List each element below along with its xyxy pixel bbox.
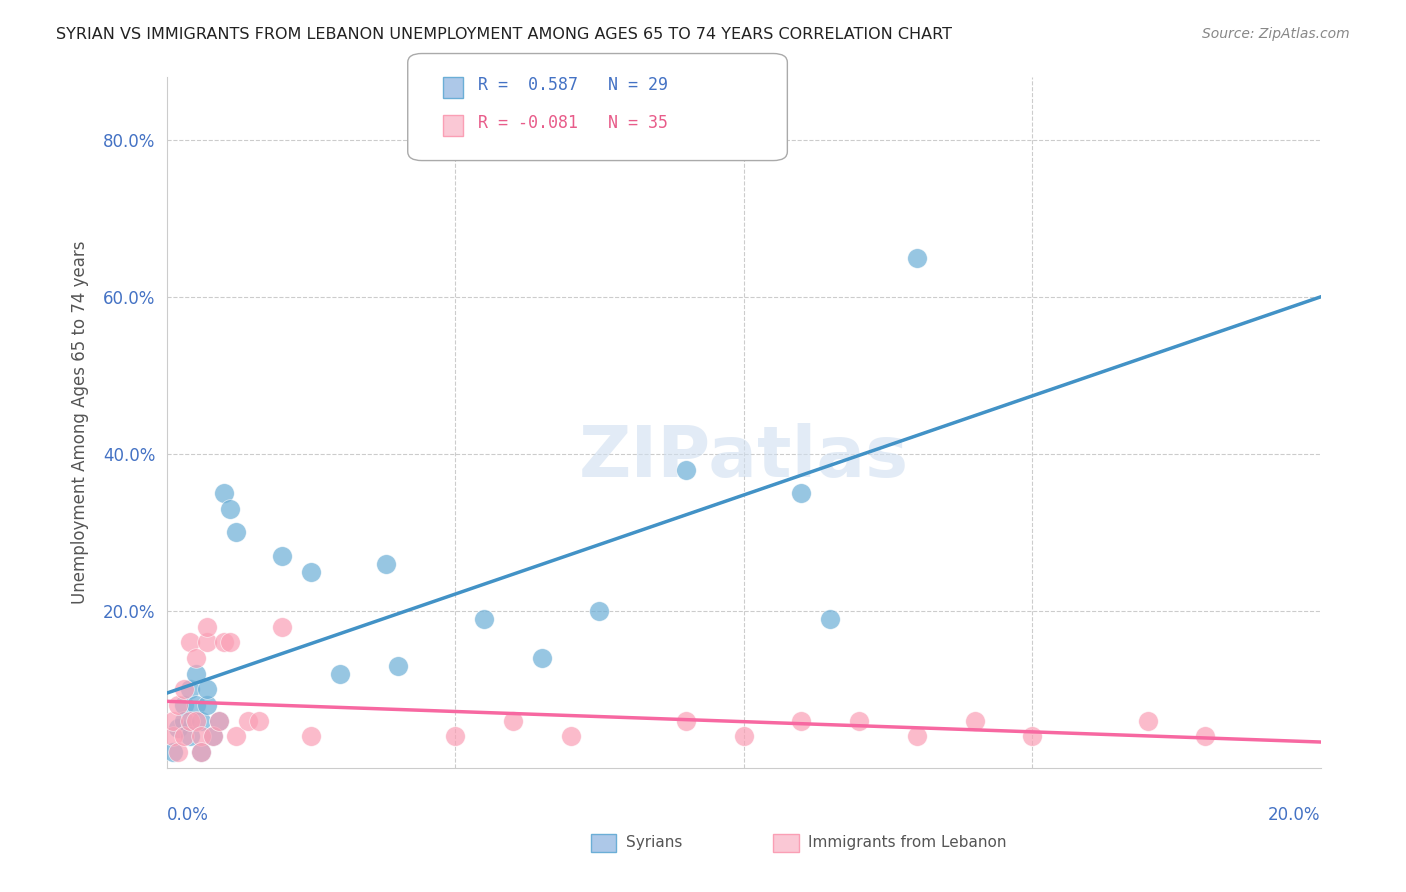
Point (790, 486, 813, 500)
Point (502, 714, 524, 728)
Point (247, 714, 270, 728)
Point (208, 714, 231, 728)
Point (225, 525, 247, 540)
Point (675, 462, 697, 476)
Point (375, 557, 398, 571)
Y-axis label: Unemployment Among Ages 65 to 74 years: Unemployment Among Ages 65 to 74 years (72, 241, 89, 604)
Text: Syrians: Syrians (626, 836, 682, 850)
Text: Source: ZipAtlas.com: Source: ZipAtlas.com (1202, 27, 1350, 41)
Text: 20.0%: 20.0% (1268, 805, 1320, 823)
Point (167, 745, 190, 759)
Point (179, 714, 201, 728)
Point (1021, 729, 1043, 743)
Point (190, 729, 212, 743)
Point (214, 486, 236, 500)
Point (179, 635, 201, 649)
Point (214, 635, 236, 649)
Point (1194, 729, 1216, 743)
Text: R =  0.587   N = 29: R = 0.587 N = 29 (478, 76, 668, 94)
Text: ZIPatlas: ZIPatlas (579, 423, 908, 491)
Point (1136, 714, 1159, 728)
Point (195, 635, 218, 649)
Point (184, 698, 207, 712)
Point (201, 729, 224, 743)
Point (162, 745, 184, 759)
Point (190, 714, 212, 728)
Text: Immigrants from Lebanon: Immigrants from Lebanon (808, 836, 1007, 850)
Point (179, 682, 201, 697)
Point (299, 729, 322, 743)
Point (387, 658, 409, 673)
Point (219, 501, 242, 516)
Point (201, 729, 224, 743)
Point (167, 698, 190, 712)
Point (190, 745, 212, 759)
Point (963, 714, 986, 728)
Point (190, 745, 212, 759)
Point (472, 612, 495, 626)
Point (179, 729, 201, 743)
Point (184, 666, 207, 681)
Point (271, 619, 294, 633)
Text: 0.0%: 0.0% (167, 805, 208, 823)
Point (219, 635, 242, 649)
Point (820, 612, 842, 626)
Point (444, 729, 467, 743)
Point (167, 722, 190, 736)
Point (184, 714, 207, 728)
Point (184, 651, 207, 665)
Point (329, 666, 352, 681)
Point (195, 682, 218, 697)
Text: R = -0.081   N = 35: R = -0.081 N = 35 (478, 114, 668, 132)
Point (560, 729, 582, 743)
Point (675, 714, 697, 728)
Point (236, 714, 259, 728)
Point (195, 619, 218, 633)
Point (905, 729, 928, 743)
Point (173, 698, 195, 712)
Point (790, 714, 813, 728)
Point (208, 714, 231, 728)
Point (299, 565, 322, 579)
Point (271, 549, 294, 563)
Point (588, 604, 610, 618)
Point (530, 651, 553, 665)
Point (225, 729, 247, 743)
Point (173, 714, 195, 728)
Point (173, 729, 195, 743)
Point (173, 682, 195, 697)
Text: SYRIAN VS IMMIGRANTS FROM LEBANON UNEMPLOYMENT AMONG AGES 65 TO 74 YEARS CORRELA: SYRIAN VS IMMIGRANTS FROM LEBANON UNEMPL… (56, 27, 952, 42)
Point (733, 729, 755, 743)
Point (905, 251, 928, 265)
Point (162, 714, 184, 728)
Point (195, 698, 218, 712)
Point (162, 729, 184, 743)
Point (848, 714, 870, 728)
